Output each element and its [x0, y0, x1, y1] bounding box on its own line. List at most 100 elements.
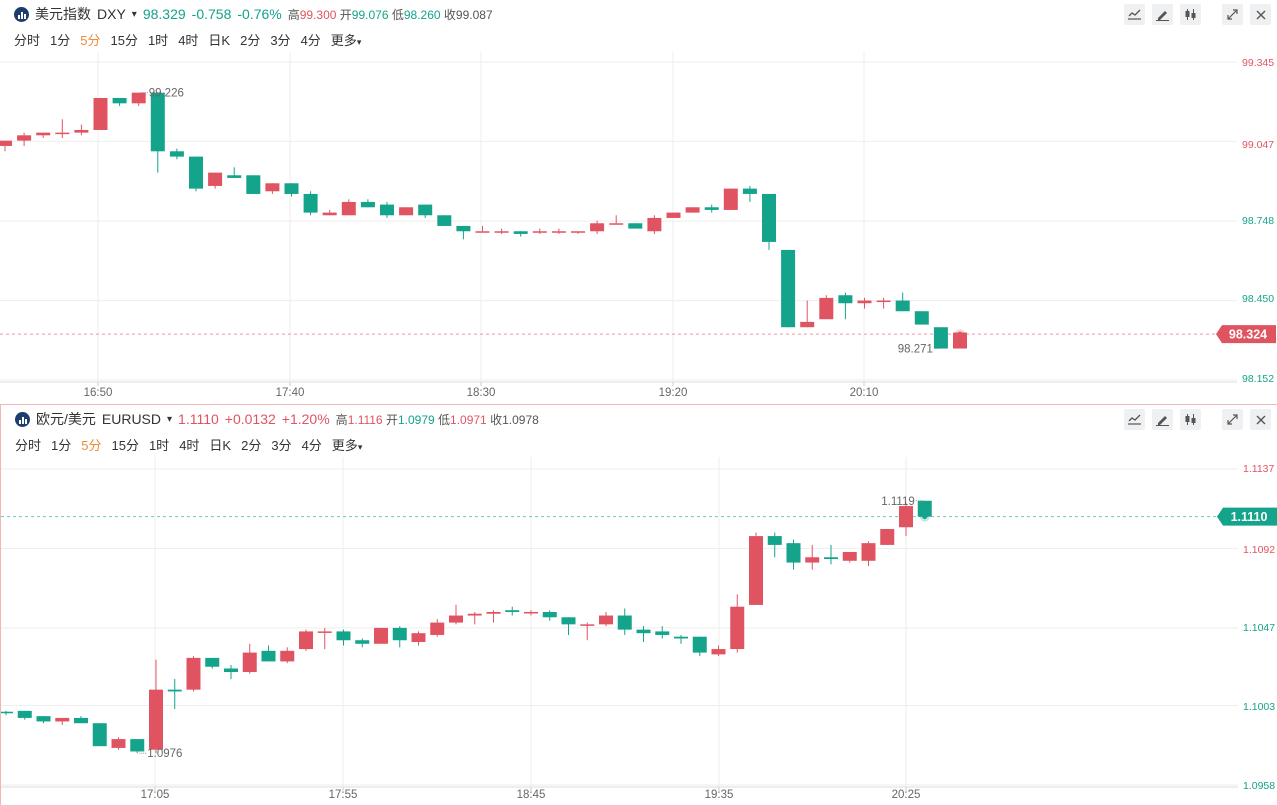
tab-interval[interactable]: 日K [208, 33, 231, 48]
current-price-tag [1217, 507, 1277, 526]
expand-icon[interactable] [1222, 409, 1243, 430]
eurusd-candlestick-chart[interactable]: 1.1137 1.1092 1.1047 1.1003 1.0958 17:05 17:55… [1, 457, 1277, 804]
instrument-symbol[interactable]: EURUSD [101, 411, 162, 427]
tab-interval[interactable]: 日K [209, 438, 232, 453]
tab-interval[interactable]: 1分 [50, 33, 71, 48]
candle-body [742, 188, 757, 194]
candle-body [914, 311, 929, 325]
tab-interval[interactable]: 分时 [14, 33, 41, 48]
candle-body [169, 151, 184, 157]
candle-body [711, 649, 726, 655]
candle-body [74, 129, 89, 133]
instrument-name: 美元指数 [35, 6, 91, 22]
low-label: 低 [391, 7, 404, 22]
chevron-down-icon[interactable]: ▾ [131, 8, 137, 20]
tab-interval-active[interactable]: 5分 [81, 438, 102, 453]
candle-body [17, 135, 32, 141]
candle-body [130, 739, 145, 752]
line-chart-icon[interactable] [1124, 4, 1145, 25]
candle-body [112, 97, 127, 104]
candle-body [857, 300, 872, 304]
low-label: 低 [438, 412, 451, 427]
close-value: 99.087 [455, 7, 493, 22]
candle-body [265, 183, 280, 192]
candle-body [486, 611, 501, 614]
current-price-tag [1216, 325, 1276, 344]
panel-header: 美元指数 DXY ▾ 98.329 -0.758 -0.76% 高99.300 … [14, 5, 493, 23]
tab-interval[interactable]: 4时 [179, 438, 200, 453]
bar-chart-logo-icon [14, 6, 29, 22]
tab-more-dropdown[interactable]: 更多▾ [330, 33, 362, 48]
period-low-annotation: 98.271 [898, 344, 933, 356]
tab-interval[interactable]: 2分 [241, 438, 262, 453]
x-axis-tick-label: 17:05 [141, 789, 170, 801]
candle-body [317, 631, 332, 633]
candle-body [411, 633, 426, 643]
high-value: 1.1116 [347, 412, 383, 427]
tab-interval[interactable]: 2分 [240, 33, 261, 48]
candle-body [418, 204, 433, 216]
interval-tabs: 分时 1分 5分 15分 1时 4时 日K 2分 3分 4分 更多▾ [14, 30, 361, 49]
candle-body [730, 606, 745, 650]
expand-icon[interactable] [1222, 4, 1243, 25]
tab-interval[interactable]: 4分 [300, 33, 321, 48]
close-icon[interactable] [1250, 409, 1271, 430]
candle-body [692, 636, 707, 653]
tab-interval-active[interactable]: 5分 [80, 33, 101, 48]
candle-body [55, 717, 70, 722]
draw-pencil-icon[interactable] [1152, 409, 1173, 430]
tab-interval[interactable]: 1时 [147, 33, 169, 48]
tab-interval[interactable]: 3分 [271, 438, 292, 453]
candle-body [876, 300, 891, 303]
y-axis-tick-label: 98.450 [1242, 293, 1274, 305]
tab-interval[interactable]: 15分 [110, 33, 138, 48]
y-axis-tick-label: 1.1137 [1243, 463, 1274, 475]
candle-body [380, 204, 394, 216]
candlestick-icon[interactable] [1180, 4, 1201, 25]
dxy-candlestick-chart[interactable]: 99.345 99.047 98.748 98.450 98.152 16:50 17:40… [0, 52, 1277, 402]
candlestick-icon[interactable] [1180, 409, 1201, 430]
candle-body [895, 300, 910, 312]
price-change: +0.0132 [224, 411, 276, 427]
candle-body [284, 183, 299, 194]
candle-body [580, 624, 595, 626]
candle-body [723, 188, 738, 210]
candle-body [299, 631, 313, 650]
candle-body [336, 631, 351, 641]
close-icon[interactable] [1250, 4, 1271, 25]
candle-body [571, 231, 585, 233]
instrument-name: 欧元/美元 [36, 411, 96, 427]
tab-more-dropdown[interactable]: 更多▾ [331, 438, 363, 453]
line-chart-icon[interactable] [1124, 409, 1145, 430]
period-high-annotation: 99.226 [149, 88, 184, 100]
tab-interval[interactable]: 1时 [148, 438, 170, 453]
candle-body [917, 500, 932, 517]
y-axis-tick-label: 98.152 [1242, 373, 1274, 385]
candle-body [17, 710, 32, 718]
x-axis-tick-label: 16:50 [84, 387, 113, 399]
chevron-down-icon[interactable]: ▾ [167, 413, 173, 425]
tab-interval[interactable]: 4时 [178, 33, 199, 48]
tab-interval[interactable]: 分时 [15, 438, 42, 453]
tab-interval[interactable]: 1分 [51, 438, 72, 453]
open-label: 开 [339, 7, 352, 22]
candle-body [505, 610, 520, 612]
draw-pencil-icon[interactable] [1152, 4, 1173, 25]
candle-body [599, 615, 613, 625]
y-axis-tick-label: 1.1092 [1243, 544, 1275, 556]
candle-body [246, 175, 261, 194]
tab-interval[interactable]: 4分 [301, 438, 322, 453]
candle-body [242, 652, 257, 673]
candle-body [880, 529, 895, 545]
x-axis-tick-label: 17:40 [276, 387, 305, 399]
candle-body [224, 668, 238, 673]
candle-body [449, 615, 463, 623]
candle-body [819, 297, 834, 320]
candle-body [186, 657, 201, 690]
tab-interval[interactable]: 15分 [111, 438, 139, 453]
candle-body [0, 140, 12, 146]
price-change: -0.758 [191, 6, 232, 22]
candle-body [704, 207, 719, 210]
tab-interval[interactable]: 3分 [270, 33, 291, 48]
instrument-symbol[interactable]: DXY [97, 6, 126, 22]
